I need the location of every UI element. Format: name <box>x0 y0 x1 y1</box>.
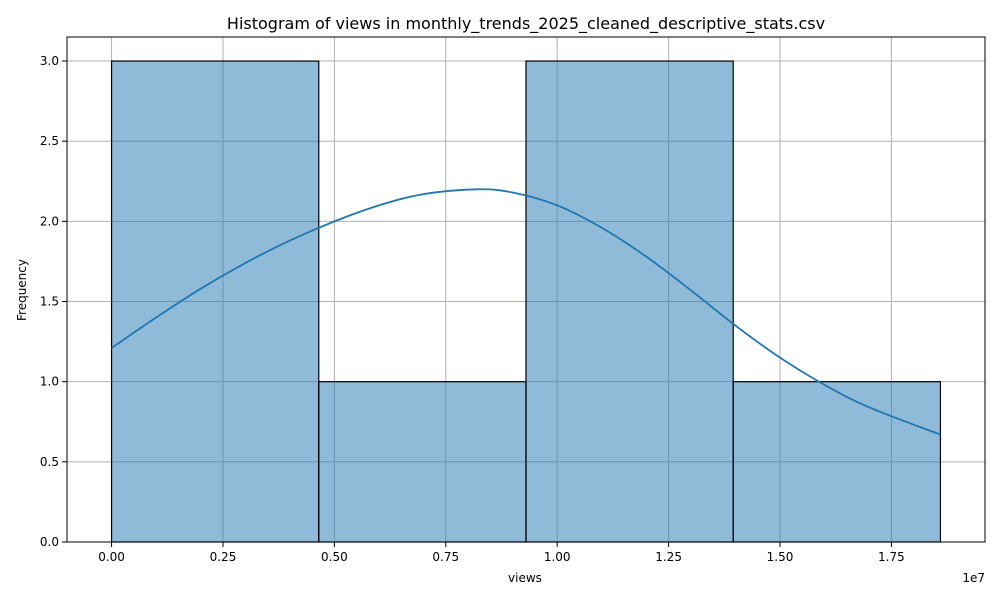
x-tick-label: 1.25 <box>655 550 682 564</box>
histogram-bar <box>732 381 942 543</box>
y-tick-label: 3.0 <box>40 54 59 68</box>
y-tick-label: 1.5 <box>40 295 59 309</box>
x-tick-label: 0.25 <box>210 550 237 564</box>
x-tick-label: 1.50 <box>767 550 794 564</box>
y-tick-label: 1.0 <box>40 375 59 389</box>
x-tick-label: 1.75 <box>878 550 905 564</box>
y-axis-label: Frequency <box>15 259 29 321</box>
histogram-bar <box>525 60 734 543</box>
bar-layer <box>110 60 942 543</box>
y-tick-label: 0.0 <box>40 535 59 549</box>
kde-layer <box>111 188 941 436</box>
x-tick-label: 0.50 <box>321 550 348 564</box>
x-axis-label: views <box>508 571 542 585</box>
x-tick-label: 0.75 <box>432 550 459 564</box>
y-axis: 0.0 0.5 1.0 1.5 2.0 2.5 3.0 <box>40 54 67 549</box>
histogram-bar <box>318 381 527 543</box>
y-tick-label: 2.5 <box>40 134 59 148</box>
x-tick-label: 0.00 <box>98 550 125 564</box>
kde-curve <box>111 188 941 436</box>
chart-title: Histogram of views in monthly_trends_202… <box>227 14 825 34</box>
x-axis-offset-label: 1e7 <box>962 571 985 585</box>
x-axis: 0.00 0.25 0.50 0.75 1.00 1.25 1.50 1.75 <box>98 542 905 564</box>
x-tick-label: 1.00 <box>544 550 571 564</box>
histogram-bar <box>110 60 320 543</box>
y-tick-label: 0.5 <box>40 455 59 469</box>
y-tick-label: 2.0 <box>40 214 59 228</box>
plot-area-frame <box>66 36 986 543</box>
